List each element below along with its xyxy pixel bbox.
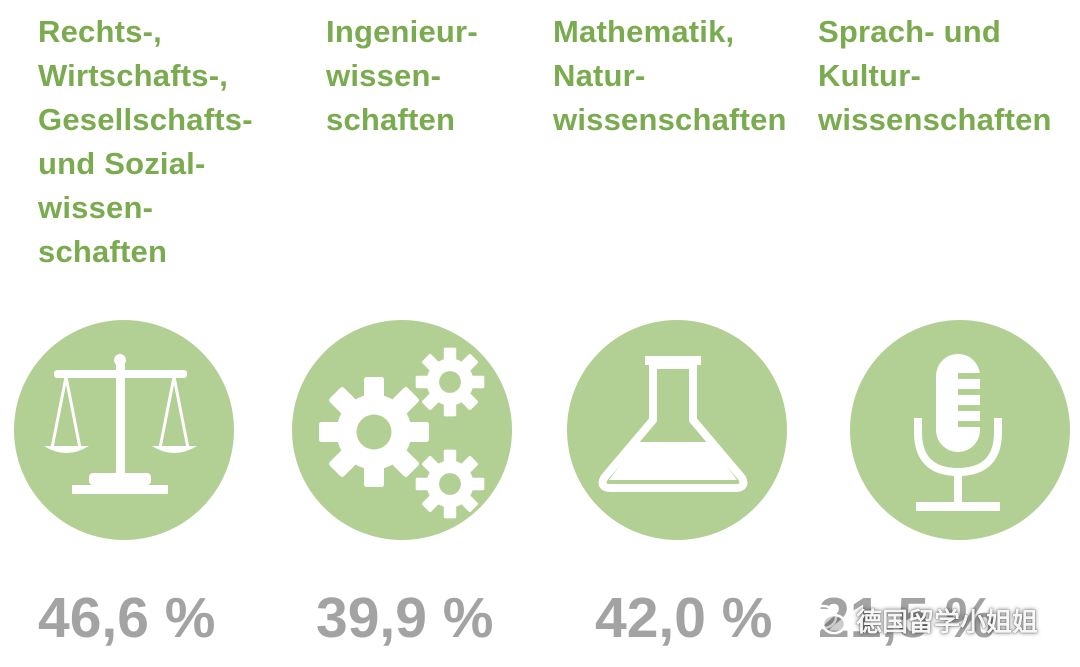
percentage-value: 42,0 % <box>595 586 773 650</box>
icon-circle <box>292 320 512 540</box>
flask-icon <box>598 356 748 492</box>
percentage-value: 46,6 % <box>38 586 216 650</box>
field-title: Ingenieur- wissen- schaften <box>326 14 478 137</box>
field-title: Rechts-, Wirtschafts-, Gesellschafts- un… <box>38 14 253 269</box>
watermark: 德国留学小姐姐 <box>808 598 1038 642</box>
gears-icon <box>319 347 485 519</box>
field-title: Sprach- und Kultur- wissenschaften <box>818 14 1052 137</box>
wechat-icon <box>808 604 847 635</box>
percentage-value: 39,9 % <box>316 586 494 650</box>
icon-circle <box>14 320 234 540</box>
percentage-value: 21,5 % <box>818 586 996 650</box>
scales-icon <box>44 354 197 494</box>
icon-circle <box>850 320 1070 540</box>
microphone-icon <box>914 354 1002 511</box>
watermark-text: 德国留学小姐姐 <box>856 607 1039 638</box>
field-title: Mathematik, Natur- wissenschaften <box>553 14 787 137</box>
icon-circle <box>567 320 787 540</box>
